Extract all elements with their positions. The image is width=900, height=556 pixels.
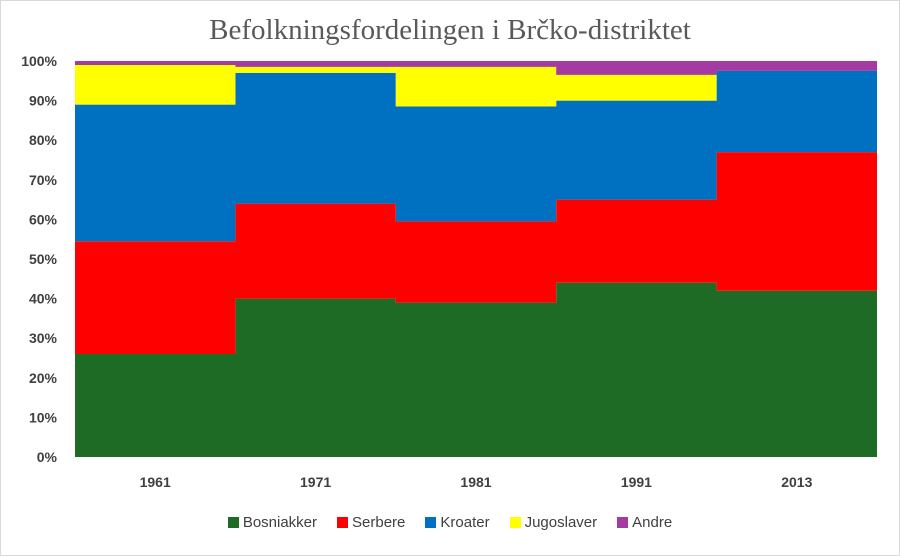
y-tick-label: 0%	[37, 449, 58, 465]
x-tick-label: 2013	[781, 474, 812, 490]
legend-item: Bosniakker	[227, 514, 318, 531]
legend: Bosniakker Serbere Kroater Jugoslaver Andre	[0, 514, 900, 531]
y-tick-label: 100%	[21, 53, 57, 69]
legend-item: Jugoslaver	[509, 514, 598, 531]
y-tick-label: 50%	[29, 251, 58, 267]
x-tick-label: 1981	[460, 474, 491, 490]
y-tick-label: 30%	[29, 330, 58, 346]
y-tick-label: 70%	[29, 172, 58, 188]
y-tick-label: 90%	[29, 93, 58, 109]
x-tick-label: 1961	[140, 474, 171, 490]
legend-label: Andre	[632, 514, 673, 531]
legend-swatch	[425, 517, 437, 528]
legend-swatch	[227, 517, 239, 528]
legend-label: Serbere	[352, 514, 406, 531]
legend-item: Serbere	[337, 514, 405, 531]
legend-label: Jugoslaver	[524, 514, 598, 531]
y-tick-label: 80%	[29, 132, 58, 148]
legend-item: Kroater	[425, 514, 490, 531]
y-tick-label: 60%	[29, 211, 58, 227]
y-tick-label: 10%	[29, 409, 58, 425]
y-tick-label: 40%	[29, 291, 58, 307]
x-tick-label: 1971	[300, 474, 331, 490]
series-area-bosniakker	[75, 282, 877, 457]
legend-swatch	[617, 517, 629, 528]
series-area-andre	[75, 61, 877, 75]
series-area-serbere	[75, 152, 877, 354]
legend-label: Bosniakker	[242, 514, 318, 531]
series-area-jugoslaver	[75, 65, 877, 107]
legend-label: Kroater	[440, 514, 490, 531]
legend-item: Andre	[617, 514, 672, 531]
y-tick-label: 20%	[29, 370, 58, 386]
series-area-kroater	[75, 70, 877, 242]
legend-swatch	[509, 517, 521, 528]
chart-title: Befolkningsfordelingen i Brčko-distrikte…	[209, 14, 691, 46]
legend-swatch	[337, 517, 349, 528]
x-tick-label: 1991	[621, 474, 652, 490]
